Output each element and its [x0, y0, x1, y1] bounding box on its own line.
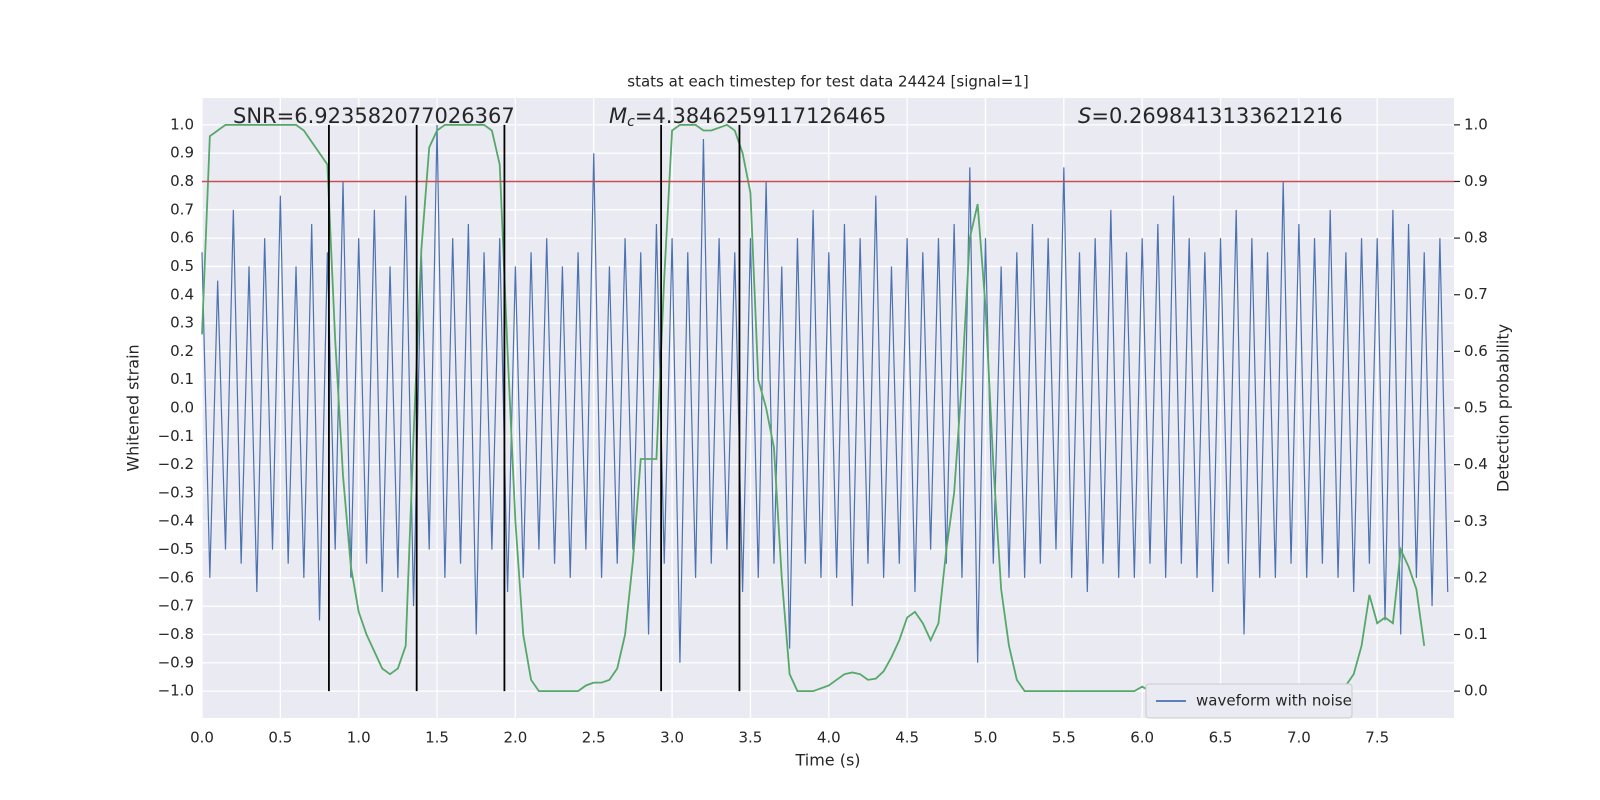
y-tick-label: 0.0: [170, 399, 194, 417]
y-tick-label: −1.0: [158, 682, 194, 700]
y-tick-label: −0.7: [158, 597, 194, 615]
x-tick-label: 4.5: [895, 729, 919, 747]
y-axis-label: Whitened strain: [124, 344, 143, 471]
y-tick-label: 0.6: [170, 229, 194, 247]
y-tick-label: 0.2: [170, 342, 194, 360]
annotation: Mc=4.3846259117126465: [609, 104, 886, 130]
annotation: SNR=6.923582077026367: [233, 104, 515, 128]
x-tick-label: 6.5: [1209, 729, 1233, 747]
y2-tick-label: 0.1: [1464, 625, 1488, 643]
x-tick-label: 1.0: [347, 729, 371, 747]
annotation-subscript: c: [627, 114, 635, 130]
y2-tick-label: 0.0: [1464, 682, 1488, 700]
x-tick-label: 2.0: [503, 729, 527, 747]
y-tick-label: −0.5: [158, 540, 194, 558]
y2-tick-label: 0.5: [1464, 399, 1488, 417]
annotation-symbol: S: [1078, 104, 1091, 128]
y2-tick-label: 0.2: [1464, 568, 1488, 586]
chart-title: stats at each timestep for test data 244…: [627, 73, 1028, 91]
annotation-text: SNR=6.923582077026367: [233, 104, 515, 128]
y-tick-label: −0.9: [158, 653, 194, 671]
x-tick-label: 7.5: [1365, 729, 1389, 747]
y-tick-label: −0.3: [158, 483, 194, 501]
y-tick-label: −0.2: [158, 455, 194, 473]
x-tick-label: 2.5: [582, 729, 606, 747]
y2-axis-label: Detection probability: [1494, 324, 1513, 492]
y-tick-label: −0.6: [158, 568, 194, 586]
x-tick-label: 0.0: [190, 729, 214, 747]
y-tick-label: 0.4: [170, 285, 194, 303]
y-tick-label: 0.8: [170, 172, 194, 190]
y-tick-label: −0.1: [158, 427, 194, 445]
y2-tick-label: 0.8: [1464, 229, 1488, 247]
y2-tick-label: 0.3: [1464, 512, 1488, 530]
waveform-line: [201, 124, 1449, 663]
annotation: S=0.2698413133621216: [1078, 104, 1343, 128]
y-tick-label: 0.1: [170, 370, 194, 388]
y-tick-label: 0.9: [170, 144, 194, 162]
x-tick-label: 5.5: [1052, 729, 1076, 747]
y2-tick-label: 1.0: [1464, 115, 1488, 133]
y-tick-label: 0.7: [170, 200, 194, 218]
x-tick-label: 0.5: [268, 729, 292, 747]
y2-tick-label: 0.4: [1464, 455, 1488, 473]
y2-tick-label: 0.6: [1464, 342, 1488, 360]
annotation-symbol: M: [609, 104, 627, 128]
y-tick-label: 1.0: [170, 115, 194, 133]
y2-tick-label: 0.9: [1464, 172, 1488, 190]
x-tick-label: 5.0: [974, 729, 998, 747]
annotation-text: =4.3846259117126465: [635, 104, 886, 128]
y2-tick-label: 0.7: [1464, 285, 1488, 303]
y-tick-label: −0.4: [158, 512, 194, 530]
annotation-text: =0.2698413133621216: [1091, 104, 1342, 128]
legend-box: [1145, 683, 1353, 719]
x-axis-label: Time (s): [794, 751, 860, 770]
y-tick-label: −0.8: [158, 625, 194, 643]
y-tick-label: 0.3: [170, 314, 194, 332]
x-tick-label: 3.0: [660, 729, 684, 747]
x-tick-label: 4.0: [817, 729, 841, 747]
legend-label: waveform with noise: [1196, 692, 1352, 710]
x-tick-label: 7.0: [1287, 729, 1311, 747]
y-tick-label: 0.5: [170, 257, 194, 275]
x-tick-label: 6.0: [1130, 729, 1154, 747]
x-tick-label: 3.5: [739, 729, 763, 747]
x-tick-label: 1.5: [425, 729, 449, 747]
